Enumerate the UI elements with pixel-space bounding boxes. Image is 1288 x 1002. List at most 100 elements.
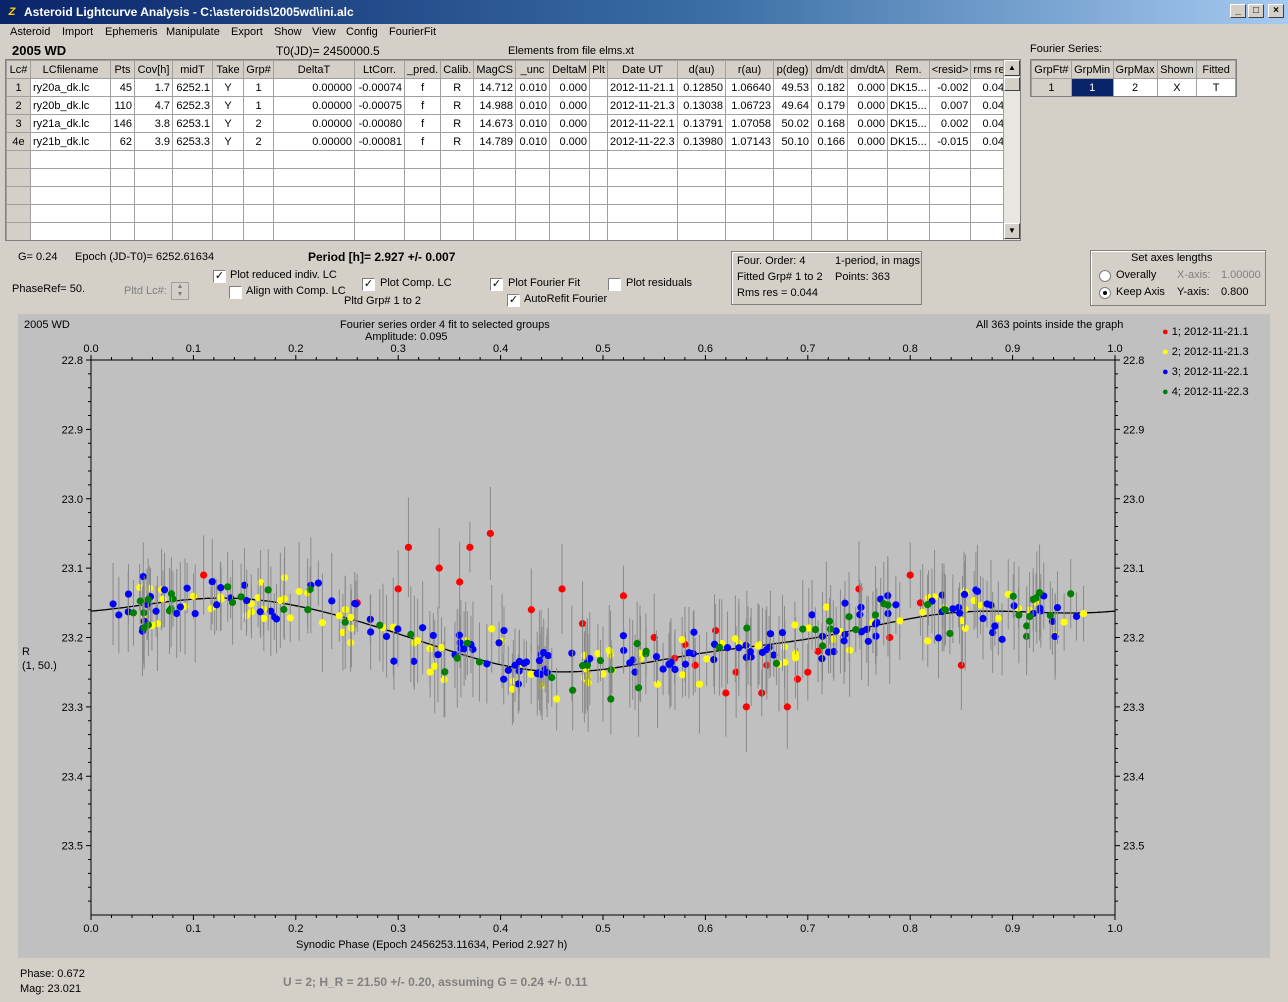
lc-cell[interactable] (473, 204, 517, 223)
lc-cell[interactable] (212, 204, 244, 223)
lc-cell[interactable] (273, 150, 355, 169)
lc-cell[interactable] (887, 168, 930, 187)
lc-cell[interactable] (134, 168, 173, 187)
lc-cell[interactable] (549, 168, 591, 187)
lc-cell[interactable]: 62 (110, 132, 135, 151)
lc-cell[interactable] (515, 168, 551, 187)
lc-cell[interactable] (589, 132, 609, 151)
lc-cell[interactable] (6, 168, 31, 187)
lc-cell[interactable]: 4e (6, 132, 31, 151)
lc-cell[interactable] (887, 204, 930, 223)
lc-col-header[interactable]: <resid> (928, 60, 972, 79)
lc-cell[interactable] (403, 150, 442, 169)
lc-cell[interactable] (677, 168, 727, 187)
lc-cell[interactable]: 14.988 (473, 96, 517, 115)
lc-col-header[interactable]: Date UT (607, 60, 679, 79)
lc-cell[interactable] (403, 186, 442, 205)
lc-cell[interactable]: ry21a_dk.lc (30, 114, 111, 133)
autorefit-checkbox[interactable]: ✓ (507, 294, 520, 307)
lc-cell[interactable]: 0.166 (811, 132, 849, 151)
lc-col-header[interactable]: p(deg) (773, 60, 813, 79)
lc-cell[interactable] (403, 204, 442, 223)
lc-cell[interactable] (473, 150, 517, 169)
lc-cell[interactable] (440, 186, 475, 205)
lc-cell[interactable] (440, 168, 475, 187)
lc-cell[interactable]: DK15... (887, 78, 930, 97)
lc-col-header[interactable]: Take (212, 60, 244, 79)
lc-cell[interactable] (515, 150, 551, 169)
lc-cell[interactable] (30, 150, 111, 169)
scroll-down-icon[interactable]: ▼ (1004, 223, 1020, 239)
lc-cell[interactable] (354, 150, 405, 169)
lc-cell[interactable] (773, 168, 813, 187)
fourier-series-grid[interactable]: GrpFt# GrpMin GrpMax Shown Fitted 1 1 2 … (1030, 59, 1237, 97)
lc-col-header[interactable]: _unc (515, 60, 551, 79)
lc-cell[interactable]: f (403, 78, 442, 97)
lc-cell[interactable]: 3.9 (134, 132, 173, 151)
lc-cell[interactable] (773, 150, 813, 169)
lc-cell[interactable] (440, 204, 475, 223)
lc-empty-row[interactable] (6, 186, 1014, 205)
lc-cell[interactable]: 0.182 (811, 78, 849, 97)
lc-cell[interactable] (811, 222, 849, 240)
menu-ephemeris[interactable]: Ephemeris (105, 26, 158, 38)
lc-cell[interactable]: 0.010 (515, 96, 551, 115)
lc-table-row[interactable]: 2 ry20b_dk.lc 110 4.7 6252.3 Y 1 0.00000 -0.0007… (6, 96, 1014, 115)
lc-cell[interactable]: -0.00081 (354, 132, 405, 151)
lightcurve-plot[interactable]: 0.0 0.0 0.1 0.1 0.2 0.2 0.3 0.3 0.4 0.4 0.5 0.5 0.6 0… (18, 314, 1270, 958)
lc-col-header[interactable]: r(au) (725, 60, 775, 79)
lc-cell[interactable] (273, 204, 355, 223)
lc-cell[interactable] (589, 150, 609, 169)
lc-cell[interactable]: 0.13038 (677, 96, 727, 115)
lc-cell[interactable] (811, 168, 849, 187)
lc-cell[interactable] (515, 204, 551, 223)
lc-cell[interactable]: 1 (243, 96, 274, 115)
maximize-button[interactable]: □ (1248, 4, 1264, 18)
lc-cell[interactable] (110, 222, 135, 240)
lc-col-header[interactable]: Lc# (6, 60, 31, 79)
lc-table-row[interactable]: 4e ry21b_dk.lc 62 3.9 6253.3 Y 2 0.00000 -0.0008… (6, 132, 1014, 151)
lc-cell[interactable] (928, 222, 972, 240)
spin-up-icon[interactable]: ▲ (176, 283, 184, 290)
lc-cell[interactable]: Y (212, 114, 244, 133)
lc-cell[interactable]: 2012-11-22.3 (607, 132, 679, 151)
lc-cell[interactable] (589, 222, 609, 240)
lc-cell[interactable] (440, 150, 475, 169)
menu-import[interactable]: Import (62, 26, 94, 38)
lc-cell[interactable] (30, 204, 111, 223)
lc-cell[interactable]: 49.53 (773, 78, 813, 97)
lc-cell[interactable] (134, 186, 173, 205)
lc-cell[interactable] (354, 222, 405, 240)
lc-cell[interactable] (172, 204, 213, 223)
lc-cell[interactable]: ry21b_dk.lc (30, 132, 111, 151)
lc-cell[interactable] (243, 168, 274, 187)
lc-cell[interactable]: ry20a_dk.lc (30, 78, 111, 97)
lc-cell[interactable] (30, 222, 111, 240)
lc-cell[interactable] (928, 168, 972, 187)
fourier-cell-shown[interactable]: X (1156, 78, 1198, 96)
lc-cell[interactable]: 6253.1 (172, 114, 213, 133)
lc-cell[interactable] (212, 222, 244, 240)
lc-cell[interactable]: DK15... (887, 132, 930, 151)
lc-cell[interactable] (773, 222, 813, 240)
fourier-cell-grpmax[interactable]: 2 (1112, 78, 1158, 96)
fourier-cell-grpft[interactable]: 1 (1031, 78, 1072, 96)
menu-asteroid[interactable]: Asteroid (10, 26, 51, 38)
lc-cell[interactable] (354, 186, 405, 205)
align-comp-checkbox[interactable] (229, 286, 242, 299)
menu-export[interactable]: Export (231, 26, 263, 38)
lc-cell[interactable] (134, 222, 173, 240)
scroll-up-icon[interactable]: ▲ (1004, 60, 1020, 76)
lc-cell[interactable] (403, 222, 442, 240)
menu-show[interactable]: Show (274, 26, 302, 38)
lc-col-header[interactable]: Pts (110, 60, 135, 79)
lc-cell[interactable] (773, 186, 813, 205)
lc-cell[interactable]: f (403, 114, 442, 133)
lc-col-header[interactable]: Grp# (243, 60, 274, 79)
lc-cell[interactable]: 0.000 (549, 78, 591, 97)
lc-cell[interactable]: 2 (6, 96, 31, 115)
y-axis-value[interactable]: 0.800 (1221, 286, 1249, 298)
lc-cell[interactable] (607, 150, 679, 169)
lc-cell[interactable]: 0.00000 (273, 78, 355, 97)
keep-axis-radio[interactable] (1099, 287, 1111, 299)
